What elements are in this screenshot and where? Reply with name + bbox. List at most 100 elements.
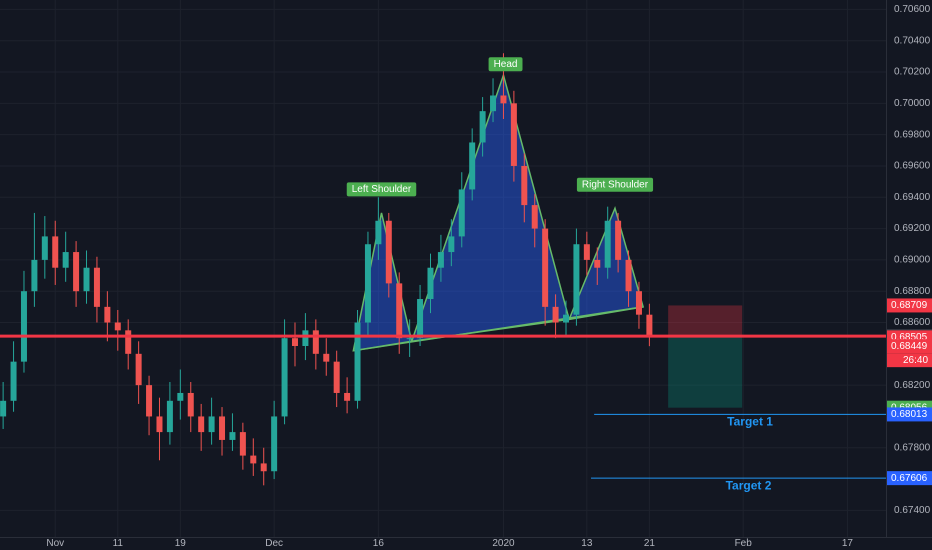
- y-tick-label: 0.70200: [894, 67, 931, 78]
- y-tick-label: 0.70600: [894, 4, 931, 15]
- y-tick-label: 0.67800: [894, 442, 931, 453]
- price-tag: [887, 298, 932, 313]
- x-tick-label: 19: [175, 538, 187, 549]
- candle-body: [458, 189, 465, 237]
- candle-body: [323, 353, 330, 362]
- candle-body: [41, 236, 48, 260]
- candle-body: [354, 322, 361, 401]
- y-tick-label: 0.69400: [894, 192, 931, 203]
- candle-body: [333, 361, 340, 393]
- target-label: Target 2: [726, 478, 772, 492]
- candle-body: [166, 400, 173, 433]
- candle-body: [510, 103, 517, 166]
- candle-body: [542, 228, 549, 307]
- candle-body: [562, 314, 569, 323]
- neckline: [353, 306, 644, 352]
- candle-body: [135, 353, 142, 386]
- stop-zone: [668, 305, 743, 337]
- candle-body: [62, 252, 69, 268]
- candle-body: [125, 330, 132, 354]
- candle-body: [552, 306, 559, 323]
- candle-body: [490, 95, 497, 112]
- candle-body: [73, 252, 80, 292]
- y-tick-label: 0.68800: [894, 286, 931, 297]
- candle-body: [531, 205, 538, 229]
- candle-body: [104, 306, 111, 323]
- y-tick-label: 0.69800: [894, 129, 931, 140]
- candle-body: [635, 291, 642, 315]
- candle-body: [156, 416, 163, 433]
- candle-body: [500, 95, 507, 104]
- candle-body: [573, 244, 580, 315]
- y-tick-label: 0.67400: [894, 505, 931, 516]
- y-tick-label: 0.70400: [894, 35, 931, 46]
- annotation-text: Right Shoulder: [582, 179, 649, 190]
- candle-body: [250, 455, 257, 464]
- y-tick-label: 0.68200: [894, 380, 931, 391]
- candle-body: [385, 220, 392, 284]
- candle-body: [146, 385, 153, 417]
- x-tick-label: Feb: [735, 538, 753, 549]
- price-tag-label: 0.68709: [891, 300, 928, 311]
- candle-body: [219, 416, 226, 440]
- candle-body: [198, 416, 205, 433]
- annotation-text: Left Shoulder: [352, 184, 412, 195]
- candle-body: [177, 392, 184, 401]
- y-tick-label: 0.68600: [894, 317, 931, 328]
- countdown-tag: [887, 353, 932, 368]
- y-tick-label: 0.69200: [894, 223, 931, 234]
- candle-body: [437, 252, 444, 268]
- candle-body: [406, 338, 413, 340]
- x-tick-label: Dec: [265, 538, 283, 549]
- price-tag-label: 0.68449: [891, 341, 928, 352]
- x-tick-label: 16: [373, 538, 385, 549]
- price-tag: [887, 407, 932, 422]
- x-tick-label: 13: [581, 538, 593, 549]
- candle-body: [646, 314, 653, 338]
- candle-body: [344, 392, 351, 401]
- candle-body: [0, 400, 7, 417]
- candle-body: [521, 165, 528, 206]
- candle-body: [302, 330, 309, 346]
- candle-body: [229, 432, 236, 440]
- annotation-box: [576, 177, 654, 192]
- candle-body: [583, 244, 590, 260]
- candle-body: [448, 236, 455, 253]
- candle-body: [208, 416, 215, 433]
- candle-body: [239, 432, 246, 456]
- x-tick-label: 11: [113, 538, 124, 549]
- price-tag-label: 0.68505: [891, 332, 928, 343]
- candle-body: [271, 416, 278, 472]
- candle-body: [83, 267, 90, 292]
- candle-body: [312, 330, 319, 354]
- price-tag: [887, 339, 932, 354]
- candle-body: [594, 259, 601, 268]
- target-zone: [668, 336, 743, 408]
- countdown-label: 26:40: [903, 355, 928, 366]
- candle-body: [479, 111, 486, 143]
- candle-body: [52, 236, 59, 268]
- candle-body: [625, 259, 632, 292]
- y-tick-label: 0.69000: [894, 255, 931, 266]
- price-tag: [887, 471, 932, 486]
- candle-body: [615, 220, 622, 260]
- target-label: Target 1: [727, 415, 773, 429]
- x-tick-label: Nov: [46, 538, 64, 549]
- candle-body: [417, 299, 424, 339]
- candle-body: [114, 322, 121, 331]
- candle-body: [281, 338, 288, 417]
- y-tick-label: 0.70000: [894, 98, 931, 109]
- price-tag-label: 0.67606: [891, 473, 928, 484]
- candle-body: [375, 220, 382, 245]
- price-tag-label: 0.68013: [891, 409, 928, 420]
- candle-body: [187, 392, 194, 417]
- x-tick-label: 2020: [492, 538, 515, 549]
- candle-body: [260, 463, 267, 472]
- x-tick-label: 17: [842, 538, 854, 549]
- x-tick-label: 21: [644, 538, 656, 549]
- candle-body: [604, 220, 611, 268]
- plot-area: Target 1 Target 2 Left Shoulder Head Right S…: [0, 0, 886, 537]
- candle-body: [291, 338, 298, 346]
